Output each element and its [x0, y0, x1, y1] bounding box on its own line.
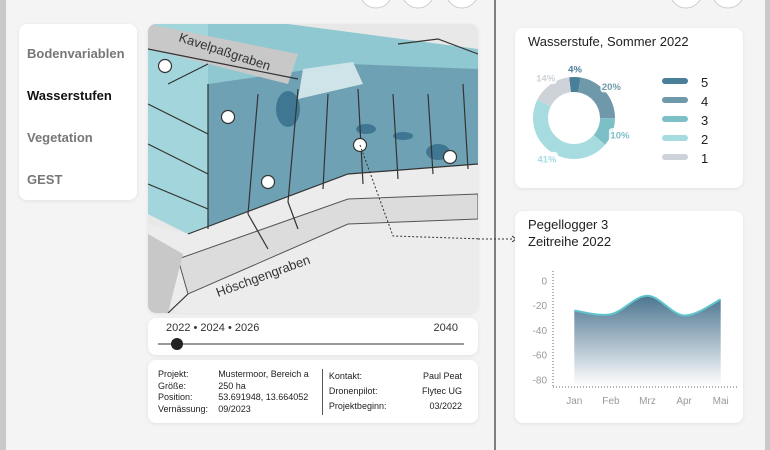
label-bg — [534, 70, 557, 84]
donut-card: Wasserstufe, Sommer 2022 4% 5 20% 4 10% 3 41% 2… — [515, 28, 743, 188]
line-card: Pegellogger 3 Zeitreihe 2022 0 -20 -40 -60 -… — [515, 211, 743, 423]
legend-label: 4 — [701, 94, 708, 109]
nav-item[interactable]: Vegetation — [27, 130, 93, 145]
info-key: Größe: — [158, 380, 187, 391]
timeline-label: 2040 — [434, 322, 458, 334]
data-label: 10% — [610, 131, 630, 142]
nav-card: Bodenvariablen Wasserstufen Vegetation G… — [19, 24, 137, 200]
info-value: Paul Peat — [422, 370, 462, 381]
legend-swatch — [662, 97, 688, 103]
data-label: 20% — [602, 82, 622, 93]
legend-swatch — [662, 116, 688, 122]
chart-subtitle: Zeitreihe 2022 — [528, 234, 611, 249]
chart-title: Pegellogger 3 — [528, 217, 608, 232]
legend-swatch — [662, 154, 688, 160]
info-key: Position: — [158, 392, 193, 402]
map-card: Kavelpaßgraben Höschgengraben — [148, 24, 478, 313]
donut-chart: Wasserstufe, Sommer 2022 4% 5 20% 4 10% 3 41% 2… — [528, 34, 708, 166]
info-value: Mustermoor, Bereich a — [218, 369, 309, 379]
info-row: Position: 53.691948, 13.664052 — [158, 392, 322, 404]
info-key: Vernässung: — [158, 403, 209, 414]
line-chart: Pegellogger 3 Zeitreihe 2022 0 -20 -40 -60 -… — [528, 217, 739, 407]
info-row: Projektbeginn: 03/2022 — [329, 399, 468, 414]
label-bg — [600, 79, 623, 93]
data-label: 41% — [537, 154, 557, 165]
y-tick-label: -40 — [533, 326, 548, 337]
x-tick-label: Mai — [713, 396, 729, 407]
y-tick-label: 0 — [541, 276, 547, 287]
y-tick-label: -80 — [533, 375, 548, 386]
x-tick-label: Feb — [602, 396, 620, 407]
legend-label: 2 — [701, 132, 708, 147]
legend-swatch — [662, 78, 688, 84]
y-tick-label: -60 — [533, 351, 548, 362]
info-value: 250 ha — [218, 380, 246, 391]
connector — [478, 235, 517, 242]
info-table: Projekt: Mustermoor, Bereich a Größe: 250 h… — [158, 369, 323, 415]
nav-item[interactable]: Wasserstufen — [27, 88, 112, 103]
x-tick-label: Apr — [676, 396, 692, 407]
info-row: Dronenpilot: Flytec UG — [329, 384, 468, 399]
info-row: Vernässung: 09/2023 — [158, 404, 322, 416]
label-bg — [608, 128, 631, 142]
donut-segment — [537, 77, 571, 107]
timeline-card: 2022 • 2024 • 2026 2040 — [148, 318, 478, 355]
line — [574, 294, 722, 317]
info-row: Projekt: Mustermoor, Bereich a — [158, 369, 322, 381]
info-value: 09/2023 — [218, 403, 251, 414]
timeline: 2022 • 2024 • 2026 2040 — [158, 322, 464, 350]
donut-segment — [569, 77, 581, 93]
decor — [361, 0, 743, 450]
map: Kavelpaßgraben Höschgengraben — [148, 24, 478, 313]
timeline-label: 2022 • 2024 • 2026 — [166, 322, 259, 334]
nav-item[interactable]: GEST — [27, 172, 63, 187]
info-key: Projekt: — [158, 369, 189, 379]
data-label: 14% — [536, 73, 556, 84]
x-tick-label: Mrz — [639, 396, 656, 407]
chart-title: Wasserstufe, Sommer 2022 — [528, 34, 689, 49]
x-tick-label: Jan — [566, 396, 582, 407]
info-row: Kontakt: Paul Peat — [329, 369, 468, 384]
data-label: 4% — [568, 65, 582, 76]
label-bg — [535, 151, 558, 165]
info-table: Kontakt: Paul Peat Dronenpilot: Flytec UG Pr… — [329, 369, 468, 414]
nav-item[interactable]: Bodenvariablen — [27, 46, 125, 61]
legend-label: 5 — [701, 75, 708, 90]
info-card: Projekt: Mustermoor, Bereich a Größe: 250 h… — [148, 360, 478, 423]
area — [574, 295, 721, 386]
info-row: Größe: 250 ha — [158, 381, 322, 393]
info-value: 53.691948, 13.664052 — [218, 392, 309, 402]
legend-swatch — [662, 135, 688, 141]
info-value: 03/2022 — [429, 400, 462, 411]
y-tick-label: -20 — [533, 301, 548, 312]
info-value: Flytec UG — [421, 385, 462, 396]
legend-label: 1 — [701, 151, 708, 166]
info-key: Dronenpilot: — [328, 385, 378, 396]
donut-segment — [533, 99, 606, 160]
donut-segment — [578, 77, 615, 119]
slider-knob[interactable] — [171, 338, 183, 350]
info-key: Projektbeginn: — [328, 400, 387, 411]
label-bg — [564, 62, 587, 76]
info-key: Kontakt: — [328, 370, 362, 381]
legend-label: 3 — [701, 113, 708, 128]
